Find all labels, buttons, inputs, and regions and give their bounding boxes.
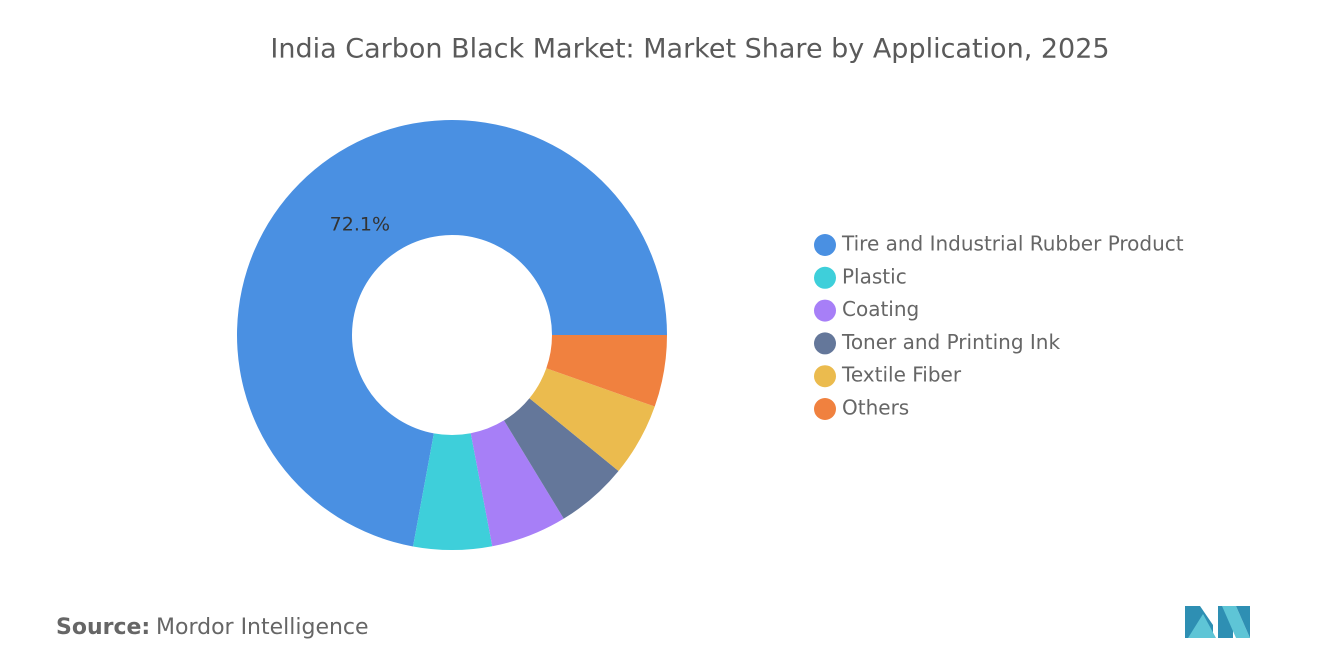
donut-slice bbox=[503, 398, 619, 519]
legend-marker bbox=[814, 234, 836, 256]
legend-label: Others bbox=[842, 396, 909, 420]
legend-label: Textile Fiber bbox=[841, 363, 962, 387]
legend-marker bbox=[814, 299, 836, 322]
legend-label: Toner and Printing Ink bbox=[841, 330, 1060, 354]
value-label: 72.1% bbox=[330, 213, 390, 235]
legend-label: Coating bbox=[842, 297, 919, 321]
logo bbox=[1185, 606, 1250, 638]
donut-slice bbox=[529, 368, 655, 472]
donut-slice bbox=[413, 433, 493, 551]
donut-slice bbox=[237, 120, 667, 547]
legend-label: Tire and Industrial Rubber Product bbox=[841, 232, 1184, 256]
legend-label: Plastic bbox=[842, 264, 907, 288]
source-label: Source: bbox=[56, 615, 150, 640]
donut-slice bbox=[470, 420, 564, 547]
legend-marker bbox=[814, 332, 836, 355]
legend-marker bbox=[814, 365, 836, 388]
legend-marker bbox=[814, 266, 836, 289]
source-text: Mordor Intelligence bbox=[156, 615, 369, 640]
donut-slice bbox=[546, 335, 667, 407]
chart-title: India Carbon Black Market: Market Share … bbox=[270, 34, 1109, 65]
legend-marker bbox=[814, 398, 836, 420]
